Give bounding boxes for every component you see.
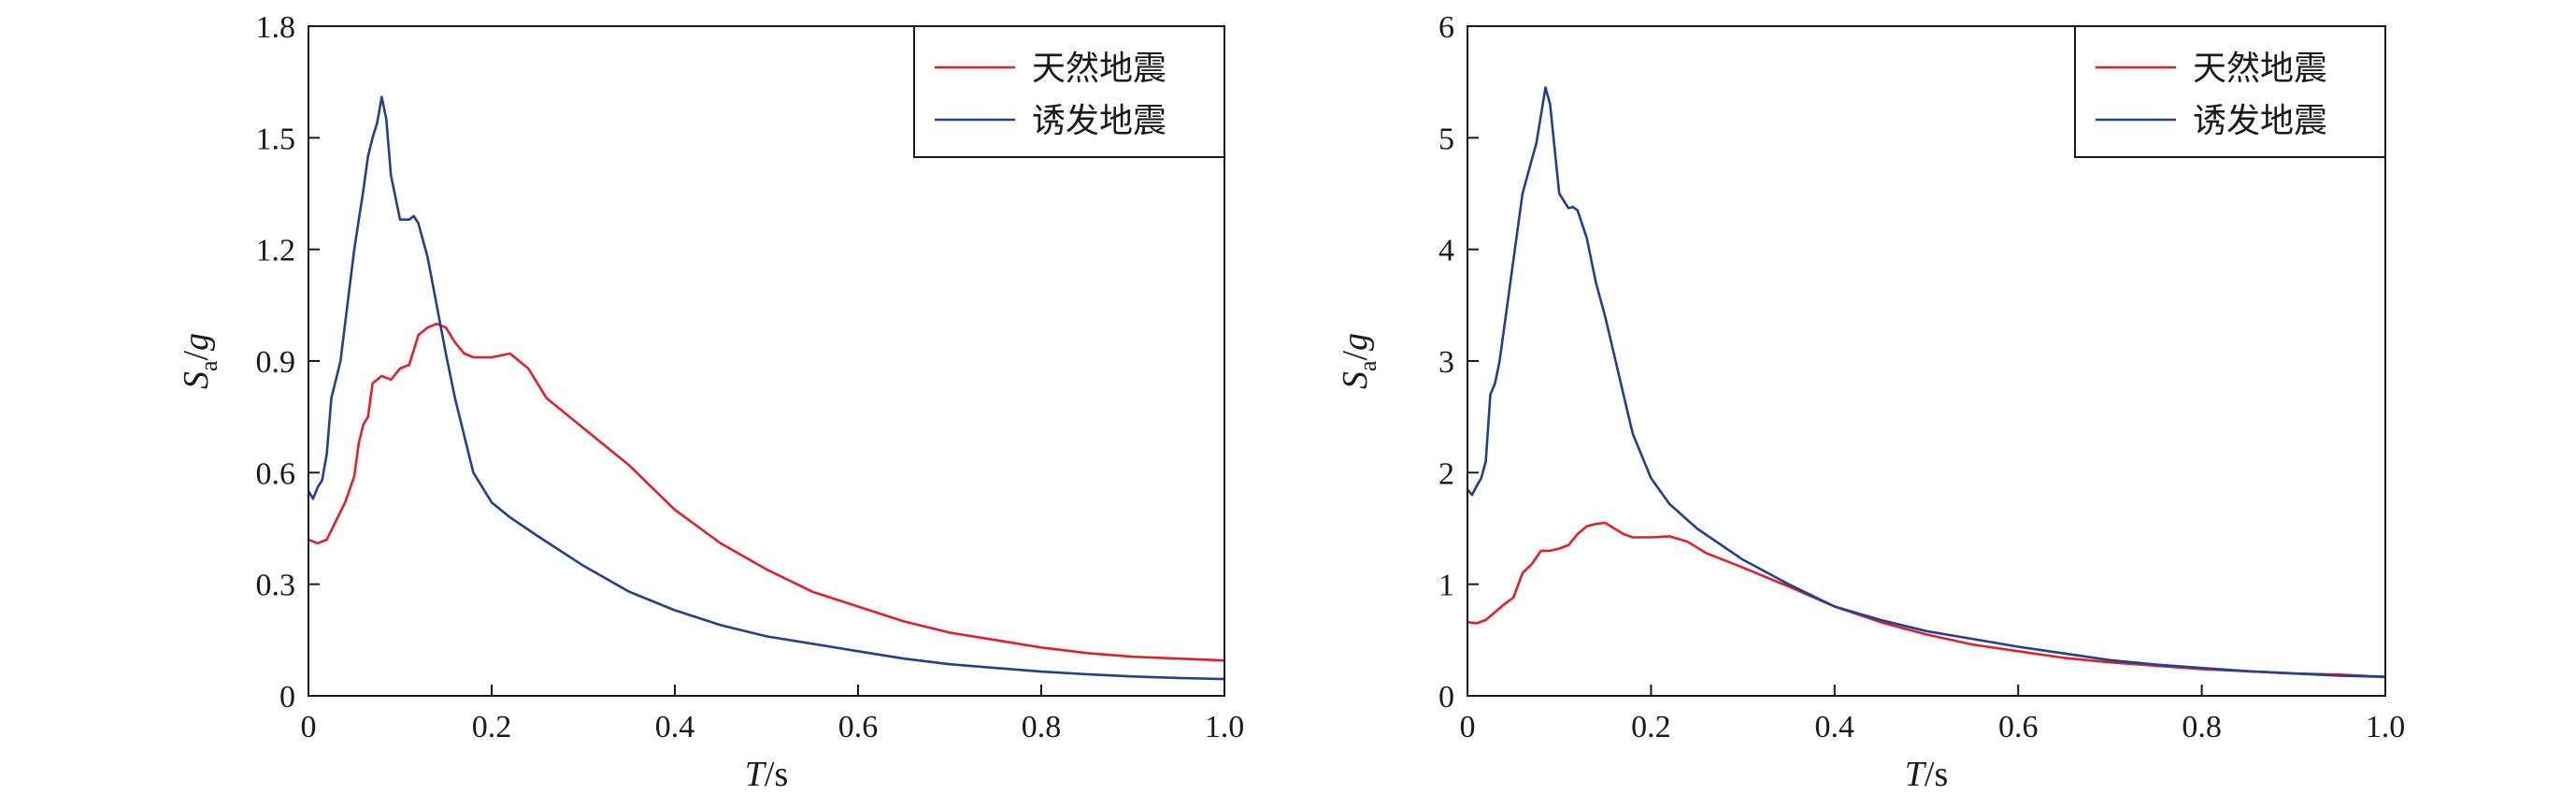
y-tick-label: 1.5 (256, 122, 296, 156)
x-tick-label: 0.4 (1815, 710, 1855, 744)
y-tick-label: 0 (279, 680, 295, 715)
legend-label: 诱发地震 (2193, 102, 2327, 140)
y-axis-label: Sa/g (177, 333, 222, 389)
y-tick-label: 1.2 (256, 234, 296, 268)
y-tick-label: 5 (1438, 122, 1454, 156)
legend-label: 天然地震 (2193, 50, 2327, 88)
y-tick-label: 0 (1438, 680, 1454, 715)
y-axis-label: Sa/g (1336, 333, 1381, 389)
x-tick-label: 0.2 (1631, 710, 1671, 744)
y-tick-label: 1.8 (256, 10, 296, 45)
y-tick-label: 0.6 (256, 456, 296, 491)
legend-label: 天然地震 (1032, 50, 1166, 88)
y-tick-label: 4 (1438, 234, 1454, 268)
x-tick-label: 0.8 (1022, 710, 1062, 744)
legend-box (913, 25, 1225, 158)
x-tick-label: 1.0 (1205, 710, 1245, 744)
y-tick-label: 0.9 (256, 345, 296, 380)
x-axis-label: T/s (1905, 755, 1949, 794)
series-line-natural (308, 322, 1224, 662)
series-line-natural (1467, 521, 2385, 678)
legend-box (2074, 25, 2386, 158)
chart-panel-1: 0 0.2 0.4 0.6 0.8 1.0 0 0.3 0.6 0.9 1.2 1.5 1.8 T/s Sa… (177, 10, 1244, 794)
x-tick-label: 0.2 (472, 710, 512, 744)
x-tick-label: 0.6 (1998, 710, 2039, 744)
x-tick-label: 1.0 (2366, 710, 2406, 744)
series-line-induced (1467, 86, 2385, 678)
x-tick-label: 0.6 (838, 710, 879, 744)
x-axis-label: T/s (745, 755, 789, 794)
x-tick-label: 0 (1460, 710, 1476, 744)
y-tick-label: 3 (1438, 345, 1454, 380)
y-tick-label: 1 (1438, 569, 1454, 603)
y-tick-label: 0.3 (256, 569, 296, 603)
series-line-induced (308, 95, 1224, 681)
y-tick-label: 6 (1438, 10, 1454, 45)
legend-label: 诱发地震 (1032, 102, 1166, 140)
x-tick-label: 0 (301, 710, 317, 744)
y-tick-label: 2 (1438, 456, 1454, 491)
x-tick-label: 0.4 (655, 710, 695, 744)
x-tick-label: 0.8 (2182, 710, 2222, 744)
